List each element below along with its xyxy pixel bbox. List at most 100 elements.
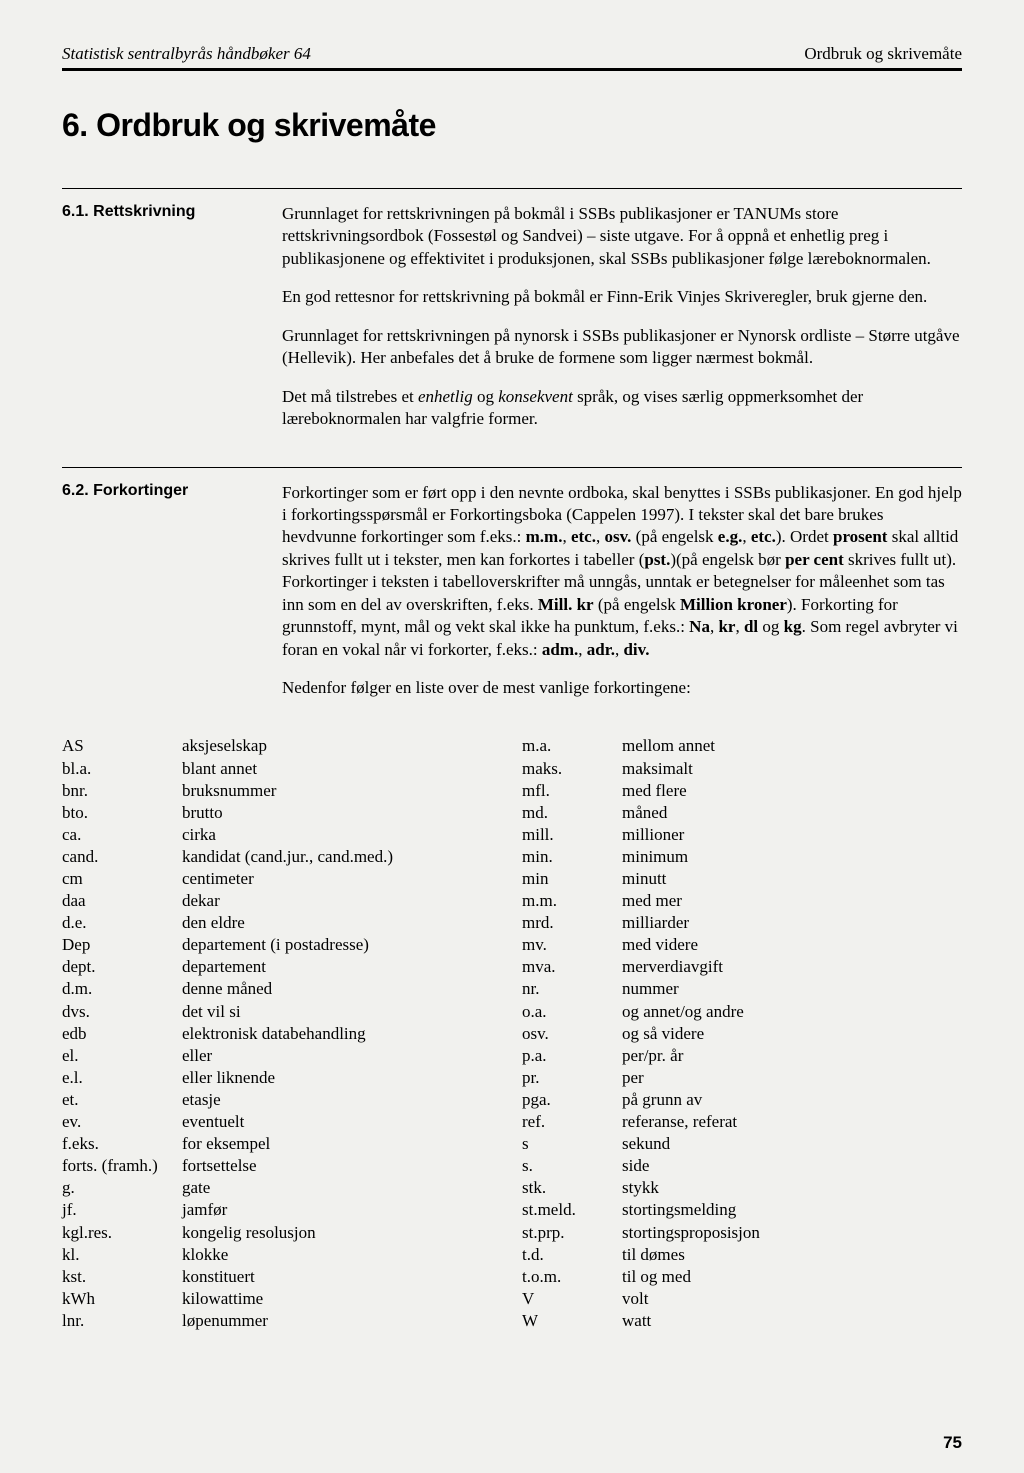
text: , (735, 617, 744, 636)
abbr-short: osv. (522, 1023, 622, 1045)
section-6-2-label: 6.2. Forkortinger (62, 482, 262, 710)
abbr-meaning: med videre (622, 934, 962, 956)
abbr-short: AS (62, 735, 182, 757)
abbr-meaning: stortingsmelding (622, 1199, 962, 1221)
abbr-short: st.meld. (522, 1199, 622, 1221)
section-6-2-p1: Forkortinger som er ført opp i den nevnt… (282, 482, 962, 662)
abbr-short: d.m. (62, 978, 182, 1000)
abbr-meaning: med mer (622, 890, 962, 912)
abbr-short: ev. (62, 1111, 182, 1133)
abbr-meaning: brutto (182, 802, 502, 824)
section-6-1-p3: Grunnlaget for rettskrivningen på nynors… (282, 325, 962, 370)
abbr-meaning: på grunn av (622, 1089, 962, 1111)
abbr-short: t.d. (522, 1244, 622, 1266)
abbr-meaning: centimeter (182, 868, 502, 890)
abbr-meaning: og så videre (622, 1023, 962, 1045)
abbr-meaning: fortsettelse (182, 1155, 502, 1177)
bold: div. (623, 640, 649, 659)
bold: osv. (604, 527, 631, 546)
abbr-meaning: for eksempel (182, 1133, 502, 1155)
section-6-1-p1: Grunnlaget for rettskrivningen på bokmål… (282, 203, 962, 270)
abbr-meaning: og annet/og andre (622, 1001, 962, 1023)
abbr-meaning: minimum (622, 846, 962, 868)
abbr-short: min (522, 868, 622, 890)
abbr-short: ref. (522, 1111, 622, 1133)
bold: kr (718, 617, 735, 636)
abbr-meaning: side (622, 1155, 962, 1177)
abbr-short: mv. (522, 934, 622, 956)
abbr-short: W (522, 1310, 622, 1332)
bold: pst. (644, 550, 670, 569)
abbr-short: mrd. (522, 912, 622, 934)
text: (på engelsk (631, 527, 717, 546)
abbr-short: m.m. (522, 890, 622, 912)
abbr-short: mfl. (522, 780, 622, 802)
text: )(på engelsk bør (670, 550, 785, 569)
bold: adm. (542, 640, 578, 659)
abbr-short: edb (62, 1023, 182, 1045)
abbr-short: e.l. (62, 1067, 182, 1089)
abbr-meaning: med flere (622, 780, 962, 802)
abbr-short: maks. (522, 758, 622, 780)
abbr-meaning: jamfør (182, 1199, 502, 1221)
abbr-short: kgl.res. (62, 1222, 182, 1244)
text: og (473, 387, 499, 406)
abbr-short: bto. (62, 802, 182, 824)
abbr-meaning: mellom annet (622, 735, 962, 757)
section-6-1-body: Grunnlaget for rettskrivningen på bokmål… (282, 203, 962, 441)
abbr-meaning: eventuelt (182, 1111, 502, 1133)
bold: dl (744, 617, 758, 636)
abbr-meaning: volt (622, 1288, 962, 1310)
abbr-short: md. (522, 802, 622, 824)
abbr-meaning: maksimalt (622, 758, 962, 780)
abbr-short: kst. (62, 1266, 182, 1288)
abbr-short: s. (522, 1155, 622, 1177)
section-6-2-p2: Nedenfor følger en liste over de mest va… (282, 677, 962, 699)
abbreviation-column-left: ASaksjeselskapbl.a.blant annetbnr.bruksn… (62, 735, 502, 1332)
abbr-meaning: gate (182, 1177, 502, 1199)
text: ). Ordet (776, 527, 833, 546)
text: og (758, 617, 784, 636)
abbreviation-list: ASaksjeselskapbl.a.blant annetbnr.bruksn… (62, 735, 962, 1332)
abbr-meaning: referanse, referat (622, 1111, 962, 1133)
abbr-meaning: departement (182, 956, 502, 978)
abbr-short: lnr. (62, 1310, 182, 1332)
page: Statistisk sentralbyrås håndbøker 64 Ord… (0, 0, 1024, 1473)
abbr-meaning: watt (622, 1310, 962, 1332)
section-6-1-p2: En god rettesnor for rettskrivning på bo… (282, 286, 962, 308)
abbr-short: m.a. (522, 735, 622, 757)
abbr-meaning: minutt (622, 868, 962, 890)
abbr-short: pga. (522, 1089, 622, 1111)
abbr-meaning: stykk (622, 1177, 962, 1199)
abbr-meaning: departement (i postadresse) (182, 934, 502, 956)
abbr-short: ca. (62, 824, 182, 846)
abbr-short: st.prp. (522, 1222, 622, 1244)
bold: prosent (833, 527, 887, 546)
abbr-meaning: klokke (182, 1244, 502, 1266)
abbr-meaning: løpenummer (182, 1310, 502, 1332)
abbr-meaning: nummer (622, 978, 962, 1000)
running-head-right: Ordbruk og skrivemåte (804, 44, 962, 64)
abbr-short: V (522, 1288, 622, 1310)
emphasis: enhetlig (418, 387, 473, 406)
abbr-meaning: dekar (182, 890, 502, 912)
abbr-short: cm (62, 868, 182, 890)
abbr-short: daa (62, 890, 182, 912)
abbr-meaning: eller (182, 1045, 502, 1067)
text: , (578, 640, 587, 659)
bold: m.m. (526, 527, 563, 546)
running-head-left: Statistisk sentralbyrås håndbøker 64 (62, 44, 311, 64)
abbr-short: dept. (62, 956, 182, 978)
abbr-short: min. (522, 846, 622, 868)
abbr-meaning: stortingsproposisjon (622, 1222, 962, 1244)
section-6-1: 6.1. Rettskrivning Grunnlaget for rettsk… (62, 188, 962, 441)
abbr-meaning: merverdiavgift (622, 956, 962, 978)
bold: kg (784, 617, 802, 636)
abbr-meaning: måned (622, 802, 962, 824)
abbr-short: nr. (522, 978, 622, 1000)
bold: adr. (587, 640, 615, 659)
abbr-meaning: sekund (622, 1133, 962, 1155)
bold: etc. (751, 527, 776, 546)
abbr-meaning: den eldre (182, 912, 502, 934)
abbr-meaning: denne måned (182, 978, 502, 1000)
